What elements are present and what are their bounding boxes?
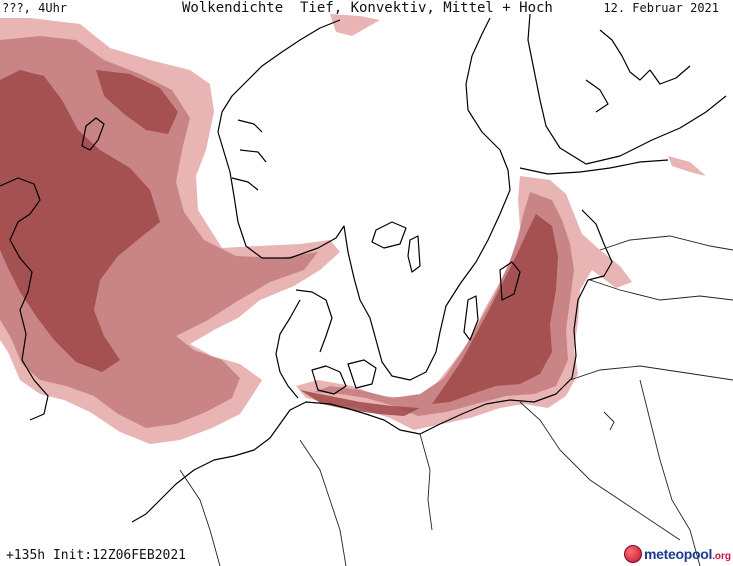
cloud-layer-dark — [0, 70, 558, 416]
forecast-date: 12. Februar 2021 — [603, 1, 719, 15]
country-borders — [179, 235, 733, 566]
meteopool-logo[interactable]: meteopool .org — [624, 544, 731, 564]
logo-tld-text: .org — [712, 550, 731, 562]
coastlines — [0, 13, 727, 523]
meteopool-logo-icon — [624, 545, 643, 563]
run-time-label: ???, 4Uhr — [2, 1, 68, 15]
forecast-init-label: +135h Init:12Z06FEB2021 — [6, 548, 187, 563]
map-title: Wolkendichte Tief, Konvektiv, Mittel + H… — [182, 0, 553, 16]
logo-brand-text: meteopool — [644, 546, 713, 562]
